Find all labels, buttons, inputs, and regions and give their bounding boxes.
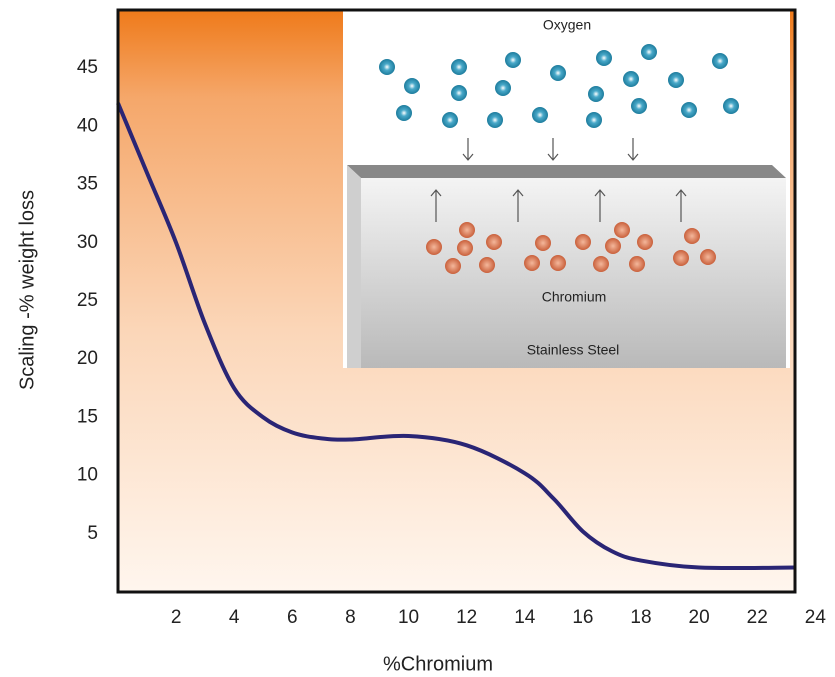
annotation: Chromium xyxy=(542,289,607,305)
x-tick-label: 4 xyxy=(229,607,240,628)
y-tick-label: 5 xyxy=(87,523,98,544)
x-tick-label: 14 xyxy=(514,607,536,628)
steel-block xyxy=(361,178,786,368)
steel-side xyxy=(347,165,361,368)
steel-top xyxy=(347,165,786,178)
page: {"chart_data":{"type":"line","x_label":"… xyxy=(0,0,835,677)
y-tick-label: 40 xyxy=(77,115,98,136)
x-tick-label: 2 xyxy=(171,607,182,628)
x-tick-label: 16 xyxy=(572,607,593,628)
x-tick-label: 20 xyxy=(689,607,710,628)
inset-diagram: Oxygen Chromium Stainless Steel xyxy=(343,10,790,368)
y-axis-label: Scaling -% weight loss xyxy=(16,190,38,390)
y-tick-label: 10 xyxy=(77,465,98,486)
annotation: Oxygen xyxy=(543,17,591,33)
x-tick-label: 24 xyxy=(805,607,827,628)
y-tick-label: 15 xyxy=(77,406,98,427)
x-tick-label: 10 xyxy=(398,607,419,628)
x-tick-label: 22 xyxy=(747,607,768,628)
y-tick-label: 20 xyxy=(77,348,98,369)
annotation: Stainless Steel xyxy=(527,342,620,358)
x-axis-label: %Chromium xyxy=(383,653,493,675)
x-tick-label: 6 xyxy=(287,607,298,628)
chart: Oxygen Chromium Stainless Steel %Chromiu… xyxy=(0,0,835,677)
y-tick-label: 45 xyxy=(77,57,98,78)
x-tick-label: 8 xyxy=(345,607,356,628)
y-tick-label: 30 xyxy=(77,232,98,253)
y-tick-label: 25 xyxy=(77,290,98,311)
x-tick-label: 18 xyxy=(630,607,651,628)
y-tick-label: 35 xyxy=(77,174,98,195)
x-tick-label: 12 xyxy=(456,607,477,628)
